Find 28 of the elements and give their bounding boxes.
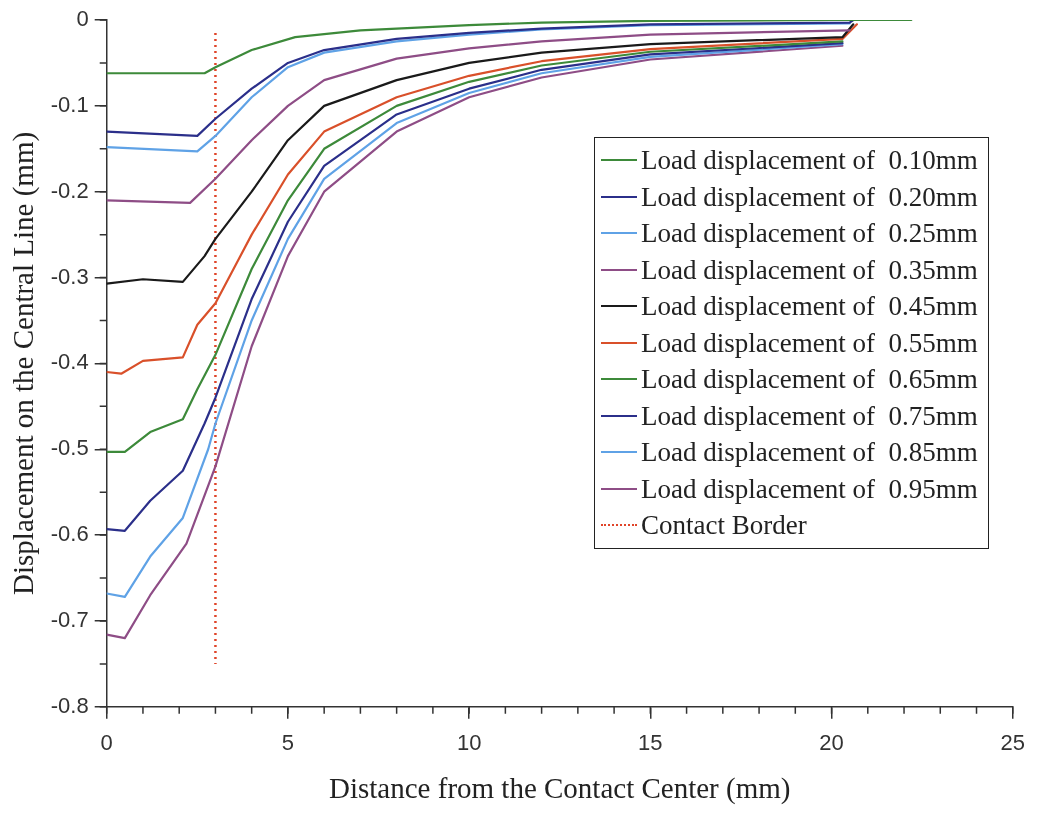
legend-label: Load displacement of 0.25mm (641, 217, 978, 250)
y-tick-label: -0.7 (50, 607, 89, 633)
x-tick-label: 0 (100, 730, 113, 756)
legend-label: Load displacement of 0.35mm (641, 253, 978, 287)
legend-label: Load displacement of 0.10mm (641, 144, 978, 177)
x-tick-label: 10 (456, 730, 482, 756)
x-tick-label: 15 (638, 730, 663, 756)
legend-label: Load displacement of 0.45mm (641, 290, 978, 323)
legend-label: Load displacement of 0.75mm (641, 399, 978, 433)
legend-label: Load displacement of 0.65mm (641, 363, 978, 396)
legend-label: Load displacement of 0.95mm (641, 472, 978, 506)
legend-label: Load displacement of 0.55mm (641, 326, 978, 360)
y-tick-label: -0.1 (50, 91, 89, 117)
y-axis-title: Displacement on the Central Line (mm) (7, 131, 41, 595)
y-tick-label: -0.5 (50, 435, 89, 461)
y-tick-label: -0.3 (50, 263, 89, 289)
legend-label: Load displacement of 0.85mm (641, 436, 978, 469)
x-tick-label: 5 (281, 730, 295, 756)
y-tick-label: -0.6 (50, 521, 89, 547)
y-tick-label: -0.8 (50, 692, 89, 718)
y-tick-label: 0 (76, 6, 89, 32)
x-axis-title: Distance from the Contact Center (mm) (329, 772, 791, 806)
x-tick-label: 25 (1000, 730, 1026, 756)
legend-label: Load displacement of 0.20mm (641, 180, 978, 214)
legend-label: Contact Border (641, 509, 807, 542)
x-tick-label: 20 (819, 730, 844, 756)
y-tick-label: -0.4 (50, 349, 89, 375)
y-tick-label: -0.2 (50, 177, 89, 203)
